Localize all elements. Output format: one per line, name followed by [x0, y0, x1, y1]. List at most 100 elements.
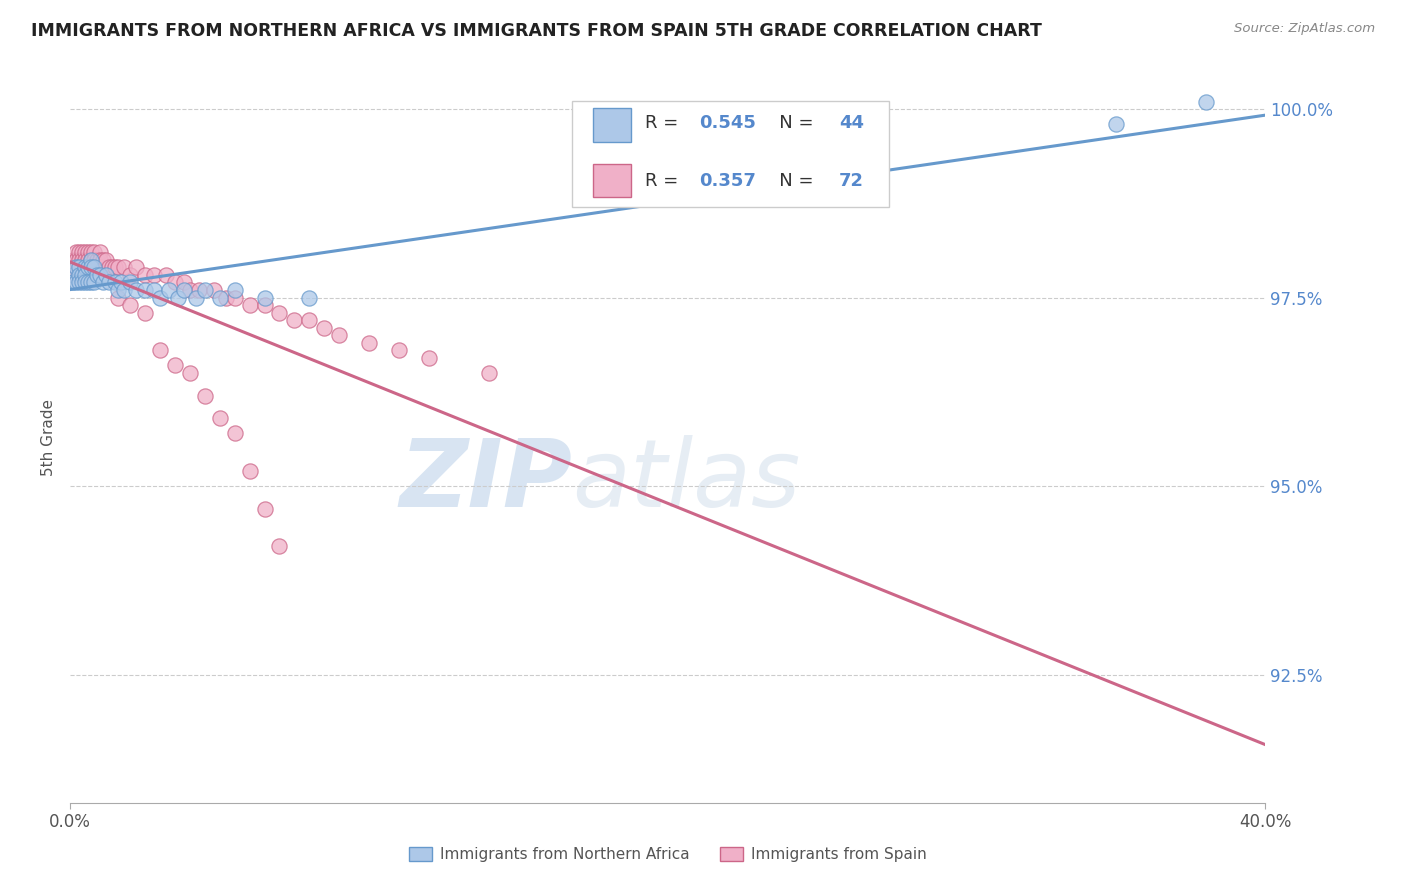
- Point: [134, 306, 156, 320]
- Point: [239, 298, 262, 312]
- Point: [253, 501, 276, 516]
- Point: [70, 260, 93, 275]
- Point: [83, 276, 105, 290]
- Point: [96, 268, 118, 282]
- Point: [77, 276, 100, 290]
- Point: [125, 283, 148, 297]
- Point: [80, 260, 103, 275]
- Point: [70, 268, 93, 282]
- Point: [70, 252, 93, 267]
- Point: [80, 252, 103, 267]
- Point: [179, 366, 201, 380]
- Point: [65, 245, 87, 260]
- Point: [283, 313, 305, 327]
- Bar: [592, 163, 631, 197]
- Point: [224, 291, 246, 305]
- Point: [107, 260, 129, 275]
- Point: [86, 252, 108, 267]
- Point: [120, 298, 141, 312]
- Text: R =: R =: [645, 172, 685, 190]
- Point: [75, 276, 97, 290]
- Point: [70, 276, 93, 290]
- Point: [101, 260, 124, 275]
- Point: [107, 291, 129, 305]
- Point: [224, 426, 246, 441]
- Point: [67, 268, 90, 282]
- Point: [104, 260, 127, 275]
- Point: [67, 245, 90, 260]
- Point: [104, 276, 127, 290]
- Point: [96, 252, 118, 267]
- Text: N =: N =: [762, 172, 820, 190]
- Bar: [592, 108, 631, 142]
- Point: [120, 276, 141, 290]
- Text: 72: 72: [839, 172, 863, 190]
- Point: [83, 245, 105, 260]
- Point: [112, 260, 135, 275]
- Point: [143, 268, 166, 282]
- Point: [65, 260, 87, 275]
- Point: [314, 320, 336, 334]
- Point: [163, 276, 186, 290]
- Point: [67, 268, 90, 282]
- Point: [155, 268, 177, 282]
- Text: 44: 44: [839, 114, 863, 132]
- Point: [89, 268, 111, 282]
- Point: [194, 389, 217, 403]
- Point: [143, 283, 166, 297]
- Point: [75, 260, 97, 275]
- Point: [75, 245, 97, 260]
- Text: R =: R =: [645, 114, 685, 132]
- Point: [67, 260, 90, 275]
- FancyBboxPatch shape: [572, 101, 889, 207]
- Point: [77, 252, 100, 267]
- Point: [77, 260, 100, 275]
- Point: [187, 283, 209, 297]
- Point: [157, 283, 180, 297]
- Point: [75, 252, 97, 267]
- Point: [134, 283, 156, 297]
- Point: [125, 260, 148, 275]
- Point: [269, 306, 291, 320]
- Point: [418, 351, 440, 365]
- Point: [1105, 117, 1128, 131]
- Point: [80, 276, 103, 290]
- Point: [86, 260, 108, 275]
- Y-axis label: 5th Grade: 5th Grade: [41, 399, 56, 475]
- Point: [202, 283, 225, 297]
- Text: IMMIGRANTS FROM NORTHERN AFRICA VS IMMIGRANTS FROM SPAIN 5TH GRADE CORRELATION C: IMMIGRANTS FROM NORTHERN AFRICA VS IMMIG…: [31, 22, 1042, 40]
- Point: [80, 260, 103, 275]
- Point: [149, 343, 172, 358]
- Point: [83, 260, 105, 275]
- Point: [239, 464, 262, 478]
- Point: [62, 260, 84, 275]
- Point: [89, 245, 111, 260]
- Point: [224, 283, 246, 297]
- Point: [214, 291, 236, 305]
- Point: [110, 276, 132, 290]
- Point: [80, 245, 103, 260]
- Point: [120, 268, 141, 282]
- Point: [253, 291, 276, 305]
- Point: [80, 252, 103, 267]
- Text: Source: ZipAtlas.com: Source: ZipAtlas.com: [1234, 22, 1375, 36]
- Point: [107, 283, 129, 297]
- Text: N =: N =: [762, 114, 820, 132]
- Point: [359, 335, 381, 350]
- Point: [67, 276, 90, 290]
- Text: 0.545: 0.545: [699, 114, 756, 132]
- Point: [70, 245, 93, 260]
- Point: [75, 268, 97, 282]
- Point: [98, 260, 121, 275]
- Point: [89, 252, 111, 267]
- Point: [86, 268, 108, 282]
- Point: [149, 291, 172, 305]
- Text: ZIP: ZIP: [399, 435, 572, 527]
- Point: [328, 328, 350, 343]
- Point: [269, 540, 291, 554]
- Point: [194, 283, 217, 297]
- Point: [173, 283, 195, 297]
- Point: [65, 252, 87, 267]
- Point: [62, 276, 84, 290]
- Point: [62, 268, 84, 282]
